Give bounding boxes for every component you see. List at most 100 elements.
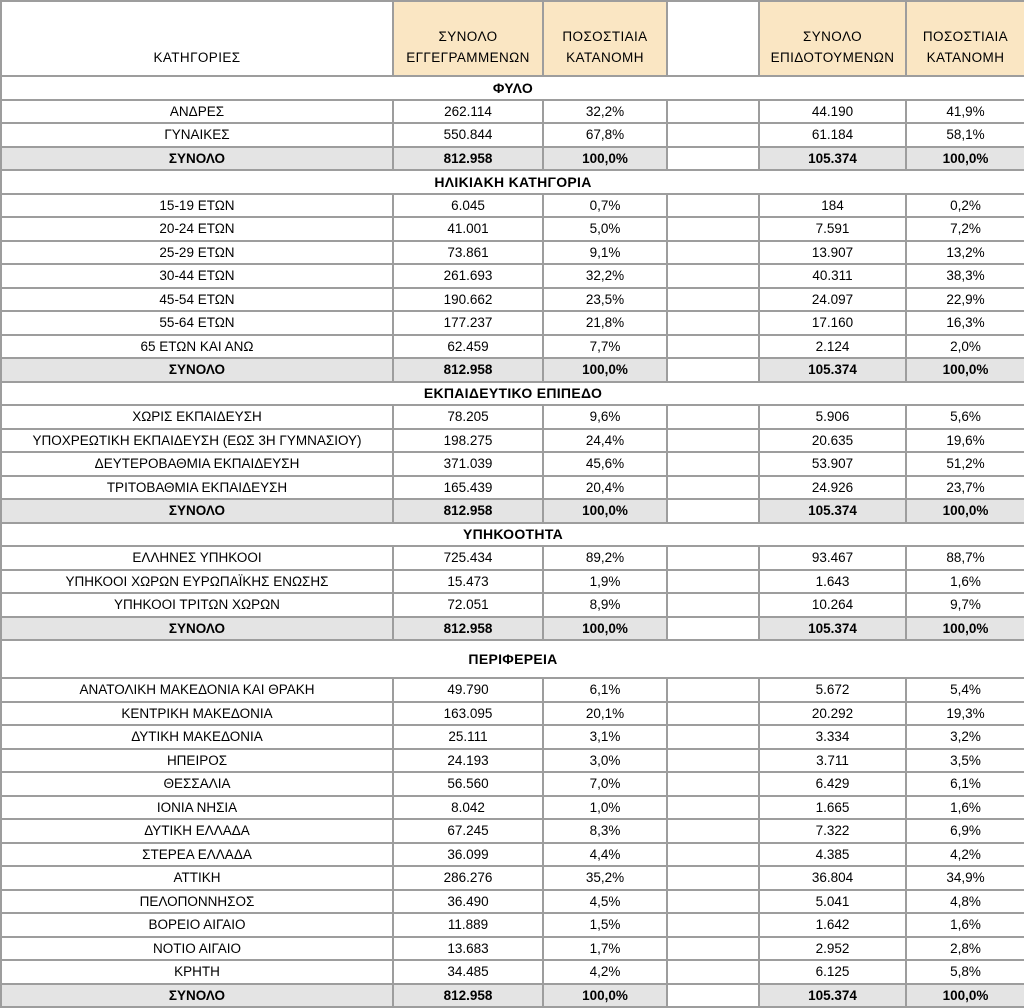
category-cell: ΧΩΡΙΣ ΕΚΠΑΙΔΕΥΣΗ xyxy=(0,404,394,430)
registered-pct-cell: 9,1% xyxy=(542,239,668,265)
subsidized-pct-cell: 3,5% xyxy=(905,747,1024,773)
registered-pct-cell: 32,2% xyxy=(542,98,668,124)
subsidized-pct-cell: 38,3% xyxy=(905,263,1024,289)
subsidized-count-cell: 6.429 xyxy=(758,771,907,797)
table-row: ΝΟΤΙΟ ΑΙΓΑΙΟ 13.683 1,7% 2.952 2,8% xyxy=(0,935,1024,961)
category-cell: 20-24 ΕΤΩΝ xyxy=(0,216,394,242)
spacer-cell xyxy=(666,888,760,914)
registered-count-cell: 36.099 xyxy=(392,841,544,867)
registered-pct-cell: 3,1% xyxy=(542,724,668,750)
spacer-cell xyxy=(666,794,760,820)
category-cell: ΒΟΡΕΙΟ ΑΙΓΑΙΟ xyxy=(0,912,394,938)
subsidized-count-cell: 184 xyxy=(758,192,907,218)
registered-count-cell: 8.042 xyxy=(392,794,544,820)
subsidized-count-cell: 6.125 xyxy=(758,959,907,985)
registered-pct-cell: 0,7% xyxy=(542,192,668,218)
registered-count-cell: 177.237 xyxy=(392,310,544,336)
table-row: ΔΥΤΙΚΗ ΕΛΛΑΔΑ 67.245 8,3% 7.322 6,9% xyxy=(0,818,1024,844)
category-cell: ΥΠΗΚΟΟΙ ΤΡΙΤΩΝ ΧΩΡΩΝ xyxy=(0,592,394,618)
table-row: 55-64 ΕΤΩΝ 177.237 21,8% 17.160 16,3% xyxy=(0,310,1024,336)
spacer-cell xyxy=(666,216,760,242)
category-cell: 25-29 ΕΤΩΝ xyxy=(0,239,394,265)
subsidized-pct-cell: 100,0% xyxy=(905,498,1024,524)
subsidized-count-cell: 17.160 xyxy=(758,310,907,336)
subsidized-count-cell: 13.907 xyxy=(758,239,907,265)
category-cell: ΔΥΤΙΚΗ ΜΑΚΕΔΟΝΙΑ xyxy=(0,724,394,750)
subsidized-pct-cell: 3,2% xyxy=(905,724,1024,750)
category-cell: ΑΝΑΤΟΛΙΚΗ ΜΑΚΕΔΟΝΙΑ ΚΑΙ ΘΡΑΚΗ xyxy=(0,677,394,703)
table-row: 25-29 ΕΤΩΝ 73.861 9,1% 13.907 13,2% xyxy=(0,239,1024,265)
registered-pct-cell: 20,4% xyxy=(542,474,668,500)
spacer-cell xyxy=(666,239,760,265)
registered-count-cell: 725.434 xyxy=(392,545,544,571)
registered-pct-cell: 4,4% xyxy=(542,841,668,867)
section-title-row: ΥΠΗΚΟΟΤΗΤΑ xyxy=(0,521,1024,547)
spacer-cell xyxy=(666,145,760,171)
registered-count-cell: 34.485 xyxy=(392,959,544,985)
subsidized-count-cell: 4.385 xyxy=(758,841,907,867)
subsidized-count-cell: 24.926 xyxy=(758,474,907,500)
table-row: ΤΡΙΤΟΒΑΘΜΙΑ ΕΚΠΑΙΔΕΥΣΗ 165.439 20,4% 24.926… xyxy=(0,474,1024,500)
subsidized-count-cell: 105.374 xyxy=(758,145,907,171)
spacer-cell xyxy=(666,700,760,726)
spacer-cell xyxy=(666,935,760,961)
category-cell: ΕΛΛΗΝΕΣ ΥΠΗΚΟΟΙ xyxy=(0,545,394,571)
subsidized-pct-cell: 100,0% xyxy=(905,357,1024,383)
subsidized-count-cell: 105.374 xyxy=(758,357,907,383)
table-row: ΥΠΗΚΟΟΙ ΧΩΡΩΝ ΕΥΡΩΠΑΪΚΗΣ ΕΝΩΣΗΣ 15.473 1,9… xyxy=(0,568,1024,594)
total-row: ΣΥΝΟΛΟ 812.958 100,0% 105.374 100,0% xyxy=(0,498,1024,524)
table-row: ΒΟΡΕΙΟ ΑΙΓΑΙΟ 11.889 1,5% 1.642 1,6% xyxy=(0,912,1024,938)
registered-count-cell: 163.095 xyxy=(392,700,544,726)
registered-pct-cell: 89,2% xyxy=(542,545,668,571)
registered-count-cell: 812.958 xyxy=(392,982,544,1008)
registered-count-cell: 262.114 xyxy=(392,98,544,124)
subsidized-count-cell: 105.374 xyxy=(758,615,907,641)
registered-pct-cell: 20,1% xyxy=(542,700,668,726)
registered-count-cell: 49.790 xyxy=(392,677,544,703)
registered-pct-cell: 3,0% xyxy=(542,747,668,773)
registered-pct-cell: 8,9% xyxy=(542,592,668,618)
spacer-cell xyxy=(666,286,760,312)
registered-pct-cell: 4,5% xyxy=(542,888,668,914)
subsidized-pct-cell: 4,2% xyxy=(905,841,1024,867)
registered-pct-cell: 4,2% xyxy=(542,959,668,985)
subsidized-pct-cell: 19,3% xyxy=(905,700,1024,726)
registered-pct-cell: 100,0% xyxy=(542,615,668,641)
section-title: ΥΠΗΚΟΟΤΗΤΑ xyxy=(0,521,1024,547)
spacer-cell xyxy=(666,122,760,148)
spacer-cell xyxy=(666,959,760,985)
registered-pct-cell: 100,0% xyxy=(542,498,668,524)
registered-pct-cell: 7,0% xyxy=(542,771,668,797)
spacer-cell xyxy=(666,310,760,336)
category-cell: ΙΟΝΙΑ ΝΗΣΙΑ xyxy=(0,794,394,820)
table-row: 30-44 ΕΤΩΝ 261.693 32,2% 40.311 38,3% xyxy=(0,263,1024,289)
category-cell: ΤΡΙΤΟΒΑΘΜΙΑ ΕΚΠΑΙΔΕΥΣΗ xyxy=(0,474,394,500)
subsidized-count-cell: 1.665 xyxy=(758,794,907,820)
category-cell: 30-44 ΕΤΩΝ xyxy=(0,263,394,289)
table-row: ΥΠΗΚΟΟΙ ΤΡΙΤΩΝ ΧΩΡΩΝ 72.051 8,9% 10.264 9,7% xyxy=(0,592,1024,618)
category-cell: ΣΥΝΟΛΟ xyxy=(0,498,394,524)
registered-count-cell: 6.045 xyxy=(392,192,544,218)
registered-count-cell: 371.039 xyxy=(392,451,544,477)
total-row: ΣΥΝΟΛΟ 812.958 100,0% 105.374 100,0% xyxy=(0,982,1024,1008)
subsidized-count-cell: 20.292 xyxy=(758,700,907,726)
subsidized-pct-cell: 100,0% xyxy=(905,982,1024,1008)
category-cell: ΠΕΛΟΠΟΝΝΗΣΟΣ xyxy=(0,888,394,914)
spacer-cell xyxy=(666,747,760,773)
spacer-cell xyxy=(666,818,760,844)
category-cell: 15-19 ΕΤΩΝ xyxy=(0,192,394,218)
spacer-cell xyxy=(666,263,760,289)
table-row: ΗΠΕΙΡΟΣ 24.193 3,0% 3.711 3,5% xyxy=(0,747,1024,773)
subsidized-count-cell: 3.711 xyxy=(758,747,907,773)
spacer-cell xyxy=(666,841,760,867)
registered-count-cell: 78.205 xyxy=(392,404,544,430)
subsidized-pct-cell: 88,7% xyxy=(905,545,1024,571)
registered-pct-cell: 7,7% xyxy=(542,333,668,359)
table-row: ΥΠΟΧΡΕΩΤΙΚΗ ΕΚΠΑΙΔΕΥΣΗ (ΕΩΣ 3Η ΓΥΜΝΑΣΙΟΥ… xyxy=(0,427,1024,453)
spacer-cell xyxy=(666,677,760,703)
subsidized-pct-cell: 19,6% xyxy=(905,427,1024,453)
spacer-cell xyxy=(666,912,760,938)
registered-count-cell: 41.001 xyxy=(392,216,544,242)
subsidized-count-cell: 40.311 xyxy=(758,263,907,289)
registered-pct-cell: 1,9% xyxy=(542,568,668,594)
